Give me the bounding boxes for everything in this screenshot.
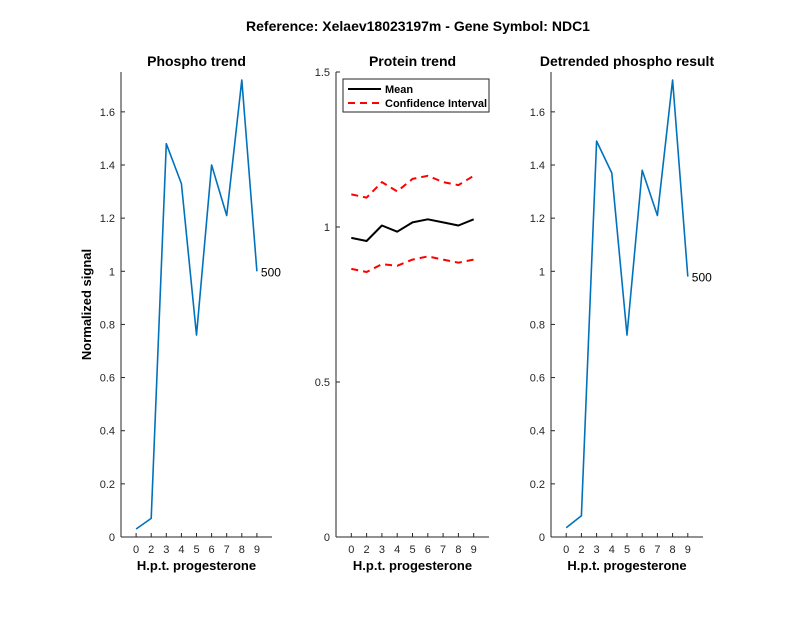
y-tick-label: 0.8 (530, 319, 545, 331)
y-tick-label: 1.4 (530, 160, 545, 172)
legend: Mean Confidence Interval (342, 78, 490, 113)
point-annotation: 500 (261, 265, 281, 279)
legend-box (342, 78, 490, 113)
panel-title: Protein trend (369, 53, 456, 69)
x-tick-label: 8 (455, 544, 461, 556)
y-tick-label: 0.5 (315, 377, 330, 389)
y-tick-label: 0.2 (530, 479, 545, 491)
x-tick-label: 3 (594, 544, 600, 556)
x-tick-label: 0 (563, 544, 569, 556)
x-tick-label: 6 (639, 544, 645, 556)
panel-1: 00.20.40.60.811.21.41.60 2 3 4 5 6 7 8 9Phospho … (79, 53, 281, 573)
y-tick-label: 1 (539, 266, 545, 278)
point-annotation: 500 (692, 271, 712, 285)
x-axis-label: H.p.t. progesterone (137, 558, 256, 573)
x-tick-label: 9 (685, 544, 691, 556)
legend-label: Confidence Interval (385, 98, 487, 110)
y-tick-label: 0.8 (100, 319, 115, 331)
x-tick-label: 0 (348, 544, 354, 556)
y-tick-label: 1.2 (100, 213, 115, 225)
y-tick-label: 1.6 (100, 107, 115, 119)
x-tick-label: 9 (471, 544, 477, 556)
x-tick-label: 4 (178, 544, 184, 556)
y-tick-label: 0 (539, 532, 545, 544)
x-tick-label: 8 (239, 544, 245, 556)
x-tick-label: 4 (609, 544, 615, 556)
x-tick-label: 2 (578, 544, 584, 556)
x-axis-label: H.p.t. progesterone (353, 558, 472, 573)
x-tick-label: 4 (394, 544, 400, 556)
panel-3: 00.20.40.60.811.21.41.60 2 3 4 5 6 7 8 9Detrende… (530, 53, 715, 573)
y-tick-label: 1 (109, 266, 115, 278)
y-axis-label: Normalized signal (79, 249, 94, 360)
y-tick-label: 1.5 (315, 67, 330, 79)
y-tick-label: 1.4 (100, 160, 115, 172)
x-tick-label: 5 (624, 544, 630, 556)
x-tick-label: 9 (254, 544, 260, 556)
legend-label: Mean (385, 84, 413, 96)
x-tick-label: 8 (670, 544, 676, 556)
y-tick-label: 1.6 (530, 107, 545, 119)
x-tick-label: 5 (409, 544, 415, 556)
x-tick-label: 6 (425, 544, 431, 556)
x-tick-label: 5 (193, 544, 199, 556)
ci-upper-line (351, 174, 475, 199)
phospho-line (135, 79, 258, 530)
y-tick-label: 0.2 (100, 479, 115, 491)
x-tick-label: 0 (133, 544, 139, 556)
phospho-line (565, 79, 689, 529)
x-tick-label: 7 (440, 544, 446, 556)
y-tick-label: 0.4 (100, 426, 115, 438)
mean-line (351, 218, 475, 242)
y-tick-label: 1.2 (530, 213, 545, 225)
x-axis-label: H.p.t. progesterone (567, 558, 686, 573)
y-tick-label: 0.6 (530, 373, 545, 385)
x-tick-label: 7 (224, 544, 230, 556)
y-tick-label: 1 (324, 222, 330, 234)
panel-title: Detrended phospho result (540, 53, 715, 69)
y-tick-label: 0 (109, 532, 115, 544)
panel-title: Phospho trend (147, 53, 246, 69)
x-tick-label: 2 (364, 544, 370, 556)
y-tick-label: 0 (324, 532, 330, 544)
x-tick-label: 3 (163, 544, 169, 556)
x-tick-label: 7 (654, 544, 660, 556)
y-tick-label: 0.6 (100, 373, 115, 385)
figure-title: Reference: Xelaev18023197m - Gene Symbol… (246, 18, 590, 34)
y-tick-label: 0.4 (530, 426, 545, 438)
x-tick-label: 2 (148, 544, 154, 556)
x-tick-label: 3 (379, 544, 385, 556)
x-tick-label: 6 (209, 544, 215, 556)
ci-lower-line (351, 255, 474, 273)
